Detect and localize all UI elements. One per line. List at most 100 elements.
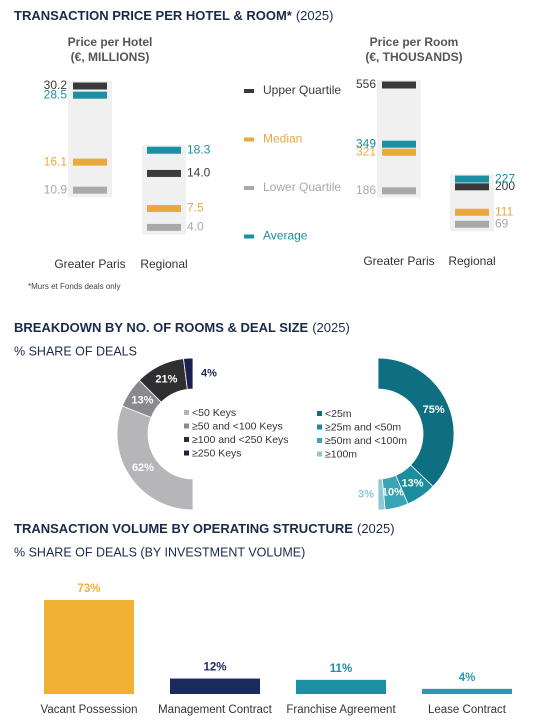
legend-swatch [317,451,322,457]
value-label: 186 [356,183,376,197]
bar [296,679,386,694]
value-label: 349 [356,136,376,150]
legend-label: ≥50m and <100m [325,435,407,447]
section-title: TRANSACTION PRICE PER HOTEL & ROOM* (2025… [14,8,333,23]
marker-bar [455,183,489,191]
range-box [142,145,186,235]
legend-label: ≥25m and <50m [325,421,401,433]
legend-swatch [244,186,254,190]
segment-label: 4% [201,368,217,380]
legend-swatch [317,424,322,430]
marker-bar [73,158,107,166]
marker-bar [382,148,416,156]
segment-label: 13% [131,395,153,407]
legend-swatch [184,450,189,456]
segment-label: 10% [382,487,404,499]
category-label: Greater Paris [363,254,434,268]
marker-bar [455,208,489,216]
donut-segment [116,405,194,511]
legend-swatch [317,411,322,416]
value-label: 16.1 [44,154,68,168]
donut-segment [377,357,455,488]
value-label: 10.9 [44,182,68,196]
value-label: 18.3 [187,142,211,156]
segment-label: 75% [423,404,445,416]
value-label: 73% [77,583,100,595]
title-year: (2025) [357,521,395,536]
marker-bar [455,220,489,228]
legend-label: Upper Quartile [263,83,341,97]
value-label: 227 [495,171,515,185]
section-subtitle: % SHARE OF DEALS (BY INVESTMENT VOLUME) [14,545,305,559]
value-label: 30.2 [44,78,68,92]
title-year: (2025) [296,8,334,23]
segment-label: 21% [155,374,177,386]
value-label: 111 [495,204,514,218]
legend-swatch [244,234,254,239]
legend-swatch [184,423,189,429]
value-label: 12% [203,662,226,674]
section-title: BREAKDOWN BY NO. OF ROOMS & DEAL SIZE (20… [14,320,350,335]
footnote: *Murs et Fonds deals only [28,282,121,291]
legend-swatch [184,410,189,415]
legend-label: ≥50 and <100 Keys [192,420,283,432]
value-label: 4% [459,672,476,684]
title-main: BREAKDOWN BY NO. OF ROOMS & DEAL SIZE [14,320,309,335]
donut-segment [183,357,194,390]
chart-subtitle: Price per Room [370,35,459,49]
value-label: 556 [356,77,376,91]
category-label: Franchise Agreement [286,704,396,716]
value-label: 14.0 [187,166,211,180]
legend-swatch [244,89,254,93]
legend-swatch [184,437,189,442]
range-box [68,81,112,198]
segment-label: 3% [358,488,374,500]
marker-bar [382,140,416,148]
value-label: 321 [356,144,376,158]
legend-label: ≥250 Keys [192,447,242,459]
value-label: 69 [495,216,509,230]
value-label: 28.5 [44,87,68,101]
legend-label: Average [263,229,308,243]
marker-bar [382,81,416,89]
donut-segment [377,478,386,511]
range-box [377,80,421,198]
title-year: (2025) [312,320,350,335]
marker-bar [147,146,181,154]
bar [170,678,260,694]
bar [44,600,134,694]
title-main: TRANSACTION VOLUME BY OPERATING STRUCTUR… [14,521,353,536]
category-label: Regional [448,254,495,268]
category-label: Regional [140,257,187,271]
legend-label: Median [263,132,302,146]
bar [422,688,512,694]
category-label: Greater Paris [54,257,125,271]
legend-label: Lower Quartile [263,180,341,194]
legend-swatch [244,137,254,142]
unit-label: (€, MILLIONS) [71,50,150,64]
unit-label: (€, THOUSANDS) [365,50,462,64]
title-main: TRANSACTION PRICE PER HOTEL & ROOM* [14,8,293,23]
legend-label: <25m [325,408,352,420]
value-label: 11% [330,663,352,675]
legend-swatch [317,438,322,443]
category-label: Vacant Possession [41,704,138,716]
marker-bar [73,82,107,90]
marker-bar [455,175,489,183]
section-title: TRANSACTION VOLUME BY OPERATING STRUCTUR… [14,521,395,536]
legend-label: ≥100m [325,448,357,460]
marker-bar [73,91,107,99]
marker-bar [147,169,181,177]
marker-bar [382,187,416,195]
marker-bar [147,223,181,231]
value-label: 4.0 [187,220,204,234]
segment-label: 62% [132,462,154,474]
category-label: Management Contract [158,704,273,716]
section-subtitle: % SHARE OF DEALS [14,344,137,358]
marker-bar [147,205,181,213]
legend-label: ≥100 and <250 Keys [192,434,289,446]
marker-bar [73,186,107,194]
chart-subtitle: Price per Hotel [68,35,153,49]
segment-label: 13% [401,478,423,490]
